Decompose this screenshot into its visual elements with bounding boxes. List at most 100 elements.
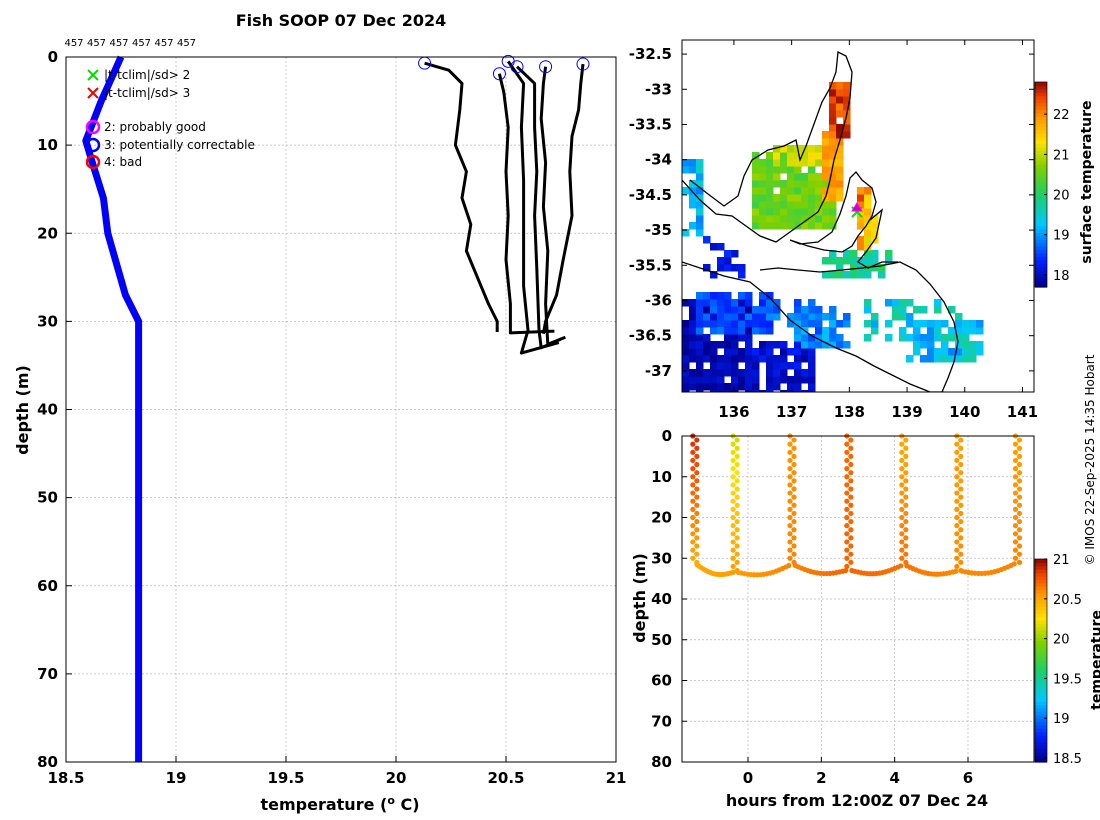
section-point xyxy=(899,531,905,537)
sst-cell xyxy=(682,376,690,384)
sst-cell xyxy=(871,264,879,272)
sst-cell xyxy=(689,299,697,307)
sst-cell xyxy=(822,138,830,146)
chart-title: Fish SOOP 07 Dec 2024 xyxy=(236,11,446,30)
sst-cell xyxy=(766,355,774,363)
sst-cell xyxy=(955,355,963,363)
colorbar-tick-label: 19 xyxy=(1053,712,1070,727)
sst-cell xyxy=(703,341,711,349)
section-point xyxy=(903,494,909,500)
sst-cell xyxy=(794,355,802,363)
section-point xyxy=(848,543,854,549)
sst-cell xyxy=(801,152,809,160)
sst-cell xyxy=(710,376,718,384)
sst-cell xyxy=(773,159,781,167)
sst-cell xyxy=(822,341,830,349)
section-point xyxy=(899,498,905,504)
sst-cell xyxy=(843,96,851,104)
sst-cell xyxy=(752,159,760,167)
sst-cell xyxy=(843,341,851,349)
section-point xyxy=(1012,531,1019,537)
profile-y-ticks: 0 10 20 30 40 50 60 70 80 xyxy=(37,48,72,771)
sst-cell xyxy=(780,194,788,202)
legend-label: |t-tclim|/sd> 3 xyxy=(104,86,190,100)
section-point xyxy=(958,510,964,517)
sst-cell xyxy=(731,299,739,307)
sst-cell xyxy=(794,327,802,335)
cast-location xyxy=(851,202,863,218)
sst-cell xyxy=(710,362,718,370)
sst-cell xyxy=(871,229,879,237)
section-point xyxy=(791,445,797,451)
sst-cell xyxy=(808,187,816,195)
sst-cell xyxy=(808,341,816,349)
sst-cell xyxy=(717,327,725,335)
colorbar-segment xyxy=(1035,613,1047,618)
sst-cell xyxy=(962,341,970,349)
x-axis-label: temperature (o C) xyxy=(260,794,419,814)
sst-cell xyxy=(829,334,837,342)
sst-cell xyxy=(801,173,809,181)
sst-cell xyxy=(857,236,865,244)
sst-cell xyxy=(836,320,844,328)
sst-cell xyxy=(731,250,739,258)
sst-cell xyxy=(843,257,851,265)
sst-cell xyxy=(696,159,704,167)
sst-cell xyxy=(738,299,746,307)
sst-cell xyxy=(829,103,837,111)
sst-cell xyxy=(766,159,774,167)
section-point xyxy=(1012,506,1019,512)
sst-cell xyxy=(913,341,921,349)
section-point xyxy=(954,555,960,561)
section-point xyxy=(730,531,736,537)
sst-cell xyxy=(941,334,949,342)
sst-cell xyxy=(801,334,809,342)
sst-cell xyxy=(773,362,781,370)
sst-cell xyxy=(780,208,788,216)
section-point xyxy=(1016,478,1023,484)
sst-cell xyxy=(752,313,760,321)
section-point xyxy=(954,474,960,480)
section-point xyxy=(1016,551,1023,557)
sst-cell xyxy=(780,348,788,356)
sst-cell xyxy=(976,348,984,356)
sst-cell xyxy=(801,355,809,363)
sst-cell xyxy=(829,215,837,223)
sst-cell xyxy=(696,222,704,230)
colorbar-segment xyxy=(1035,225,1047,230)
sst-cell xyxy=(815,152,823,160)
sst-cell xyxy=(689,341,697,349)
section-point xyxy=(848,510,854,517)
colorbar-segment xyxy=(1035,643,1047,648)
sst-cell xyxy=(885,334,893,342)
sst-cell xyxy=(808,355,816,363)
sst-cell xyxy=(752,355,760,363)
sst-cell xyxy=(703,355,711,363)
sst-cell xyxy=(759,306,767,314)
sst-cell xyxy=(801,369,809,377)
colorbar-segment xyxy=(1035,276,1047,281)
sst-cell xyxy=(822,215,830,223)
climatology-line xyxy=(82,55,143,762)
sst-cell xyxy=(724,334,732,342)
sst-cell xyxy=(934,299,942,307)
profile-line xyxy=(424,61,499,332)
section-point xyxy=(1016,494,1023,500)
map-y-tick-label: -36.5 xyxy=(629,327,672,345)
section-point xyxy=(954,498,960,504)
section-point xyxy=(791,486,797,492)
section-point xyxy=(734,470,740,476)
section-point xyxy=(903,510,909,517)
sst-cell xyxy=(682,229,690,237)
section-point xyxy=(694,461,700,468)
sst-cell xyxy=(808,145,816,153)
sst-cell xyxy=(829,313,837,321)
sst-cell xyxy=(794,201,802,209)
sst-cell xyxy=(815,159,823,167)
sst-cell xyxy=(780,369,788,377)
sst-cell xyxy=(829,320,837,328)
sst-cell xyxy=(731,320,739,328)
sst-cell xyxy=(885,320,893,328)
sst-cell xyxy=(829,222,837,230)
sst-cell xyxy=(759,390,767,392)
